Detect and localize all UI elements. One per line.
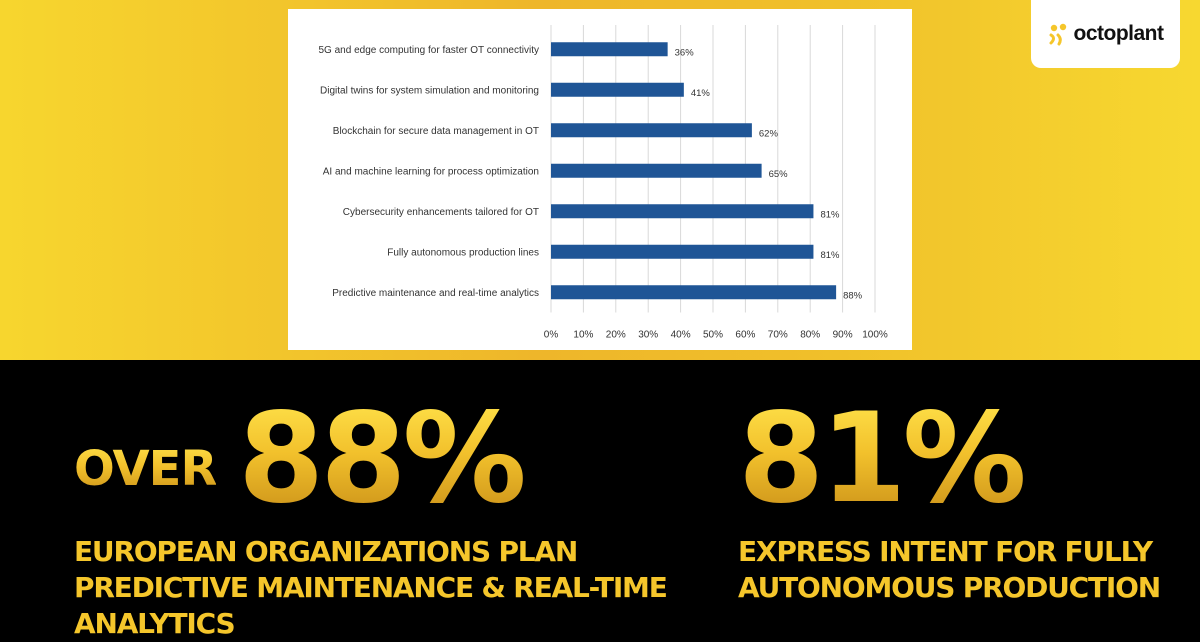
x-tick-label: 80%: [800, 330, 820, 341]
bar: [551, 82, 684, 97]
value-label: 62%: [759, 128, 779, 139]
category-label: Blockchain for secure data management in…: [333, 126, 539, 137]
value-label: 88%: [843, 290, 863, 301]
bar: [551, 123, 752, 138]
bar: [551, 204, 814, 219]
value-label: 65%: [769, 169, 789, 180]
x-tick-label: 0%: [544, 330, 559, 341]
category-label: Fully autonomous production lines: [387, 247, 539, 258]
stat-81-percent: 81%: [738, 387, 1027, 531]
x-tick-label: 70%: [768, 330, 788, 341]
bar: [551, 244, 814, 259]
x-tick-label: 40%: [671, 330, 691, 341]
bar: [551, 163, 762, 178]
value-label: 36%: [675, 47, 695, 58]
x-tick-label: 90%: [833, 330, 853, 341]
brand-logo[interactable]: octoplant: [1031, 0, 1180, 68]
over-label: OVER: [74, 441, 217, 497]
caption-autonomous-production: EXPRESS INTENT FOR FULLY AUTONOMOUS PROD…: [738, 535, 1161, 604]
category-label: AI and machine learning for process opti…: [323, 166, 539, 177]
bar-chart-card: 5G and edge computing for faster OT conn…: [288, 9, 912, 350]
x-tick-label: 10%: [573, 330, 593, 341]
brand-name: octoplant: [1073, 22, 1165, 45]
x-tick-label: 100%: [862, 330, 888, 341]
octopus-icon: [1049, 23, 1066, 46]
category-label: Digital twins for system simulation and …: [320, 85, 539, 96]
x-tick-label: 50%: [703, 330, 723, 341]
value-label: 41%: [691, 88, 711, 99]
category-label: 5G and edge computing for faster OT conn…: [319, 45, 540, 56]
x-tick-label: 30%: [638, 330, 658, 341]
value-label: 81%: [820, 209, 840, 220]
value-label: 81%: [820, 250, 840, 261]
bar: [551, 42, 668, 57]
x-tick-label: 60%: [735, 330, 755, 341]
x-tick-label: 20%: [606, 330, 626, 341]
caption-predictive-maintenance: EUROPEAN ORGANIZATIONS PLAN PREDICTIVE M…: [74, 535, 668, 640]
bar-chart: 5G and edge computing for faster OT conn…: [319, 25, 888, 341]
stat-88-percent: 88%: [238, 387, 527, 531]
category-label: Cybersecurity enhancements tailored for …: [343, 207, 539, 218]
black-stats-panel: [0, 360, 1200, 627]
category-label: Predictive maintenance and real-time ana…: [332, 288, 539, 299]
bar: [551, 285, 837, 300]
